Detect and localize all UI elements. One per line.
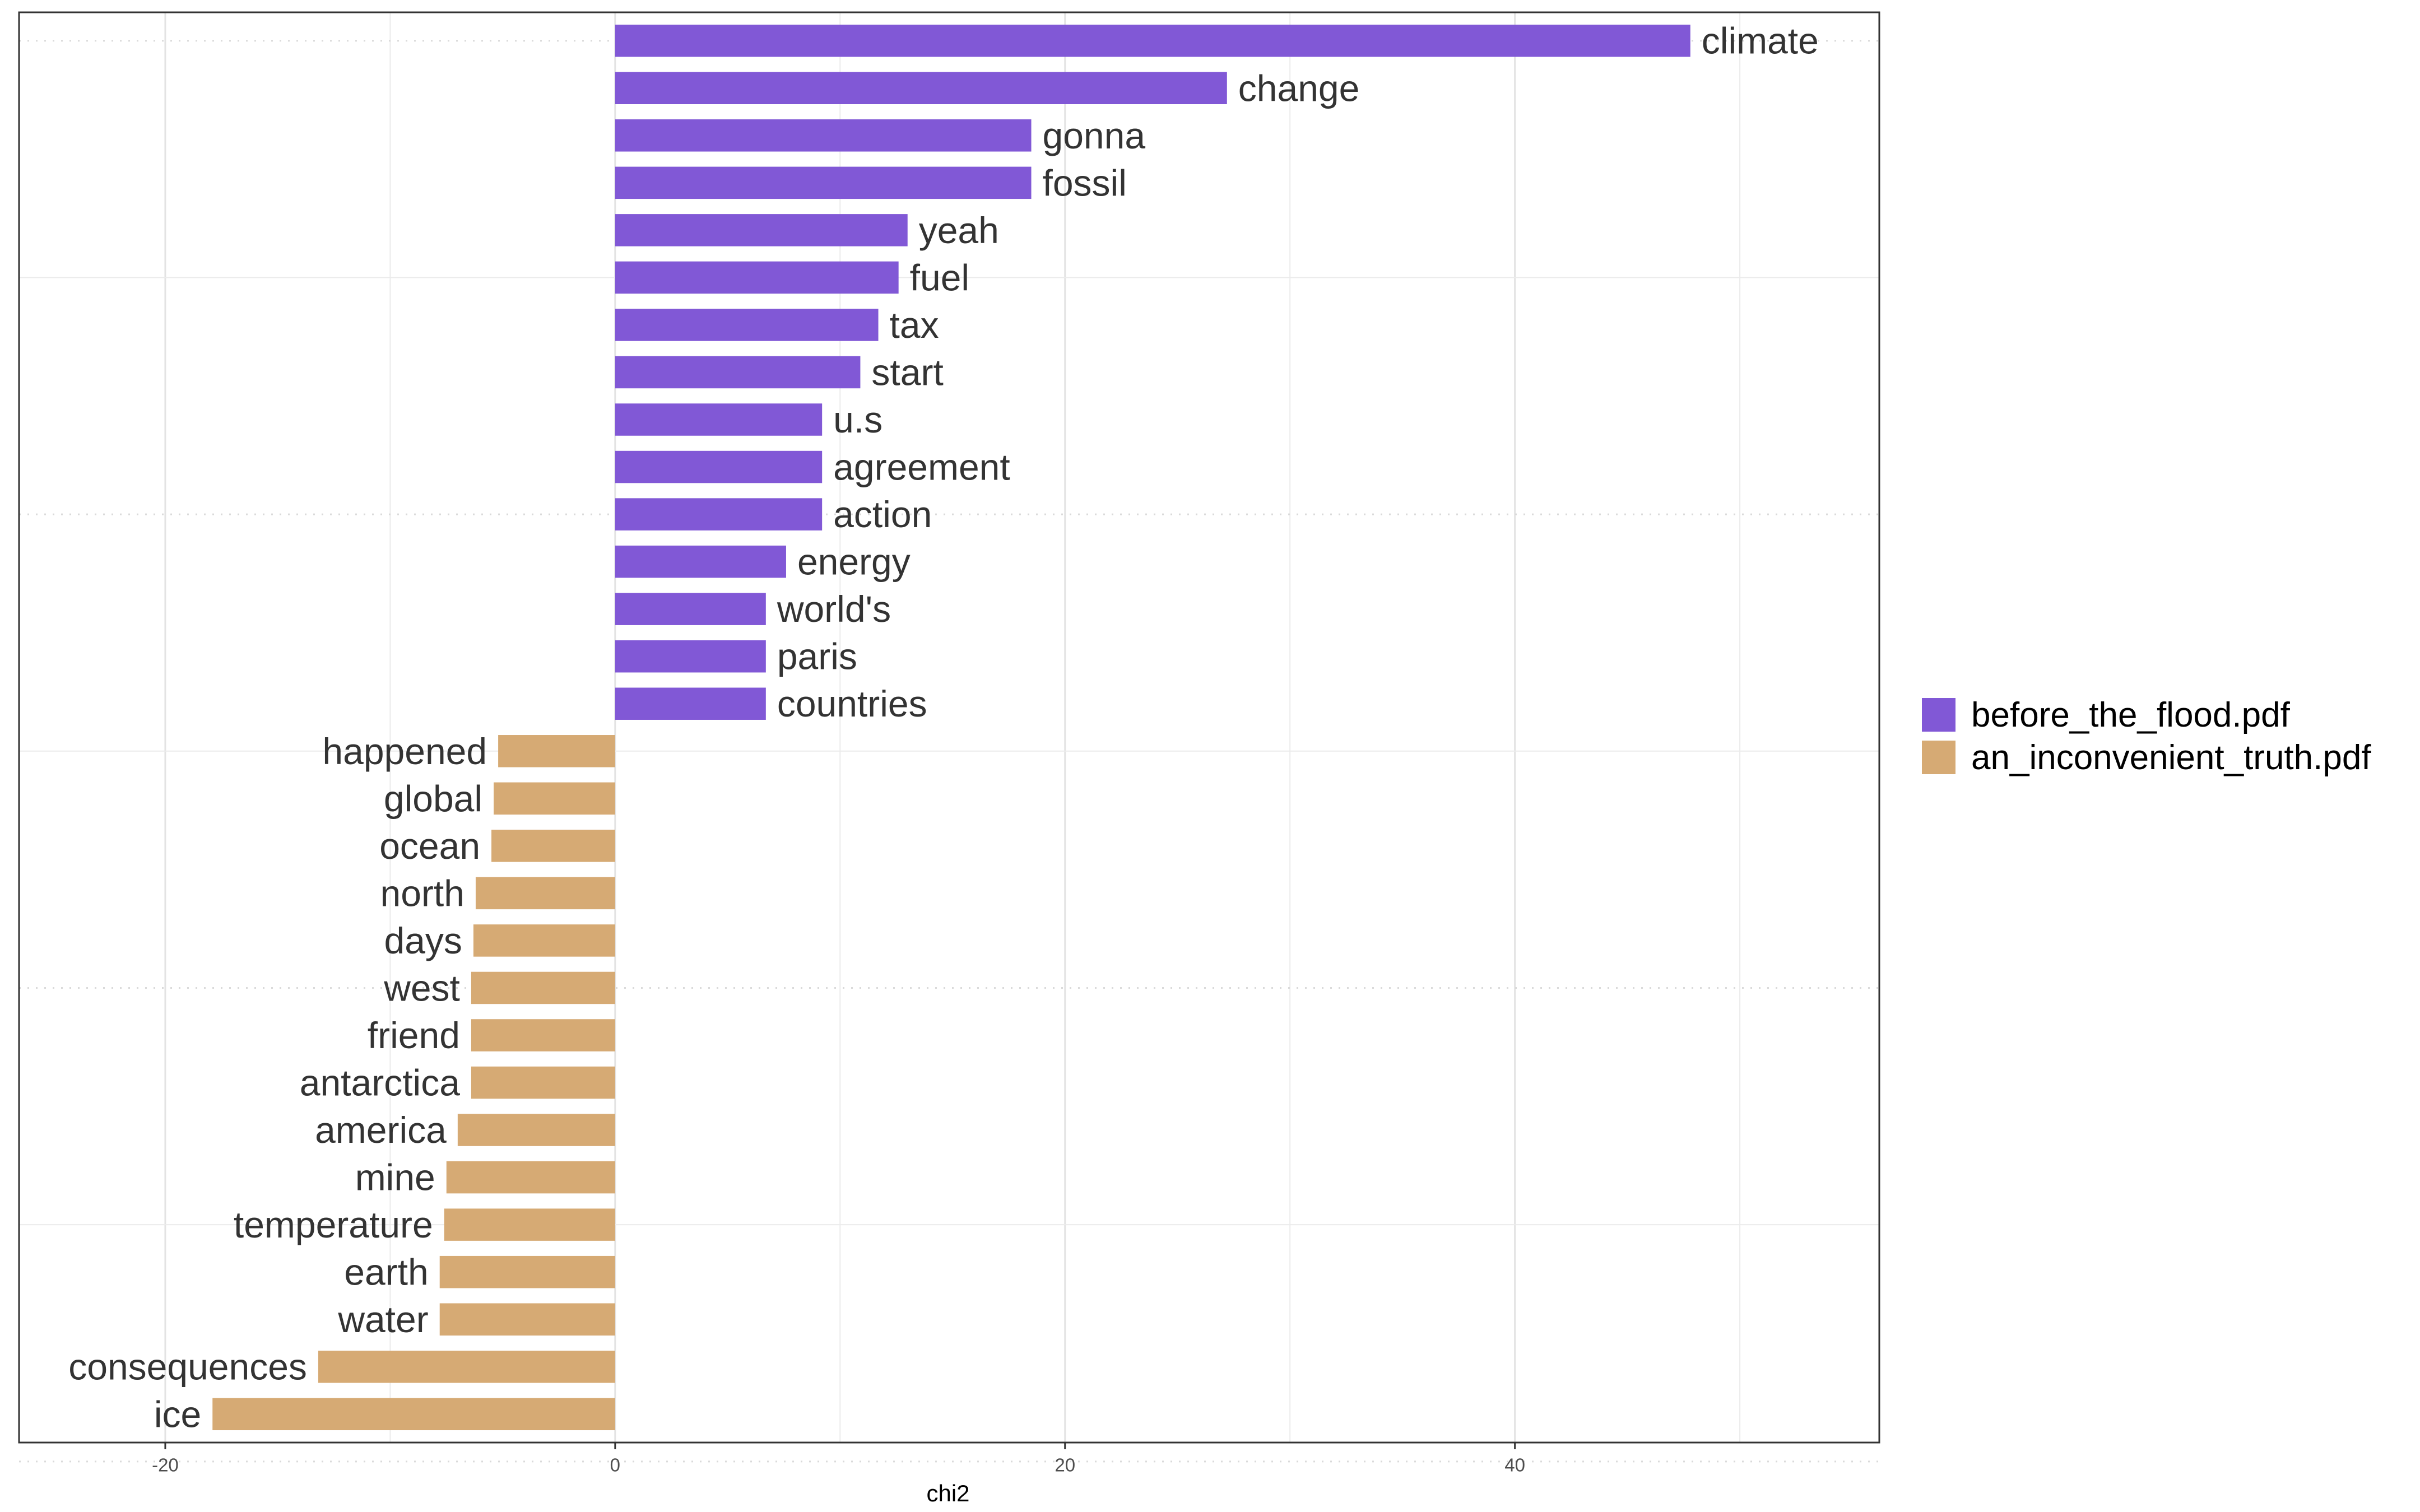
legend-swatch (1922, 698, 1955, 732)
bar (615, 450, 823, 483)
bar-label: climate (1702, 20, 1819, 62)
bar (471, 1066, 615, 1099)
legend-label: before_the_flood.pdf (1971, 695, 2290, 734)
bar (615, 214, 908, 246)
bar (615, 640, 766, 673)
bar-label: agreement (833, 446, 1010, 488)
bar-label: start (871, 351, 943, 393)
bar (457, 1114, 615, 1146)
x-tick-label: 40 (1504, 1455, 1525, 1476)
panel-border (18, 11, 1880, 1444)
x-tick-label: 0 (610, 1455, 620, 1476)
bars (212, 24, 1690, 1431)
bar (475, 877, 615, 910)
bar (212, 1398, 615, 1431)
bar (615, 166, 1032, 199)
bar-label: west (383, 967, 460, 1008)
bar (615, 72, 1227, 105)
bar-label: mine (355, 1157, 435, 1198)
bar (615, 687, 766, 720)
grid (19, 12, 1879, 1463)
bar-label: water (337, 1299, 428, 1340)
bar-label: gonna (1043, 115, 1146, 156)
bar-label: fuel (910, 257, 969, 298)
bar-label: antarctica (300, 1062, 460, 1104)
bar-label: earth (344, 1252, 428, 1293)
bar (439, 1255, 615, 1288)
bar (615, 24, 1690, 57)
bar (615, 593, 766, 625)
bar-label: consequences (68, 1346, 307, 1388)
bar (615, 119, 1032, 152)
bar (615, 545, 786, 578)
bar (494, 782, 615, 815)
bar-label: friend (368, 1015, 460, 1056)
bar-label: energy (797, 541, 911, 583)
bar-label: global (384, 778, 482, 819)
bar-label: paris (777, 636, 857, 677)
bar-label: ocean (379, 825, 480, 867)
x-tick-label: 20 (1055, 1455, 1075, 1476)
bar (471, 971, 615, 1004)
bar-label: u.s (833, 399, 882, 440)
bar (615, 403, 823, 436)
bar-label: change (1238, 67, 1360, 109)
x-axis-ticks: -20 0 20 40 (152, 1443, 1525, 1476)
legend-item-an-inconvenient-truth: an_inconvenient_truth.pdf (1922, 736, 2371, 779)
bar (615, 498, 823, 531)
bar (446, 1161, 615, 1194)
legend-swatch (1922, 741, 1955, 774)
bar (439, 1303, 615, 1336)
bar (615, 309, 879, 341)
bar-label: world's (777, 588, 891, 630)
bar-label: yeah (919, 210, 999, 251)
bar (491, 830, 615, 862)
bar (615, 356, 861, 389)
bar-label: temperature (234, 1204, 433, 1245)
bar (471, 1019, 615, 1052)
bar-label: america (315, 1109, 447, 1151)
bar (444, 1208, 615, 1241)
bar-label: countries (777, 683, 927, 724)
legend-item-before-the-flood: before_the_flood.pdf (1922, 694, 2371, 736)
bar-label: north (380, 872, 465, 914)
bar-label: happened (322, 731, 487, 772)
bar (473, 924, 615, 957)
bar-label: days (384, 920, 462, 961)
bar-labels: climate change gonna fossil yeah fuel tax start… (68, 20, 1819, 1435)
legend: before_the_flood.pdf an_inconvenient_tru… (1922, 694, 2371, 779)
bar-label: tax (890, 304, 939, 346)
bar (318, 1350, 615, 1383)
bar (615, 261, 899, 294)
x-axis-title: chi2 (926, 1480, 969, 1506)
bar-label: ice (154, 1393, 201, 1435)
legend-label: an_inconvenient_truth.pdf (1971, 738, 2371, 777)
bar-label: fossil (1043, 162, 1127, 203)
x-tick-label: -20 (152, 1455, 179, 1476)
bar-label: action (833, 494, 932, 535)
bar (498, 735, 615, 767)
